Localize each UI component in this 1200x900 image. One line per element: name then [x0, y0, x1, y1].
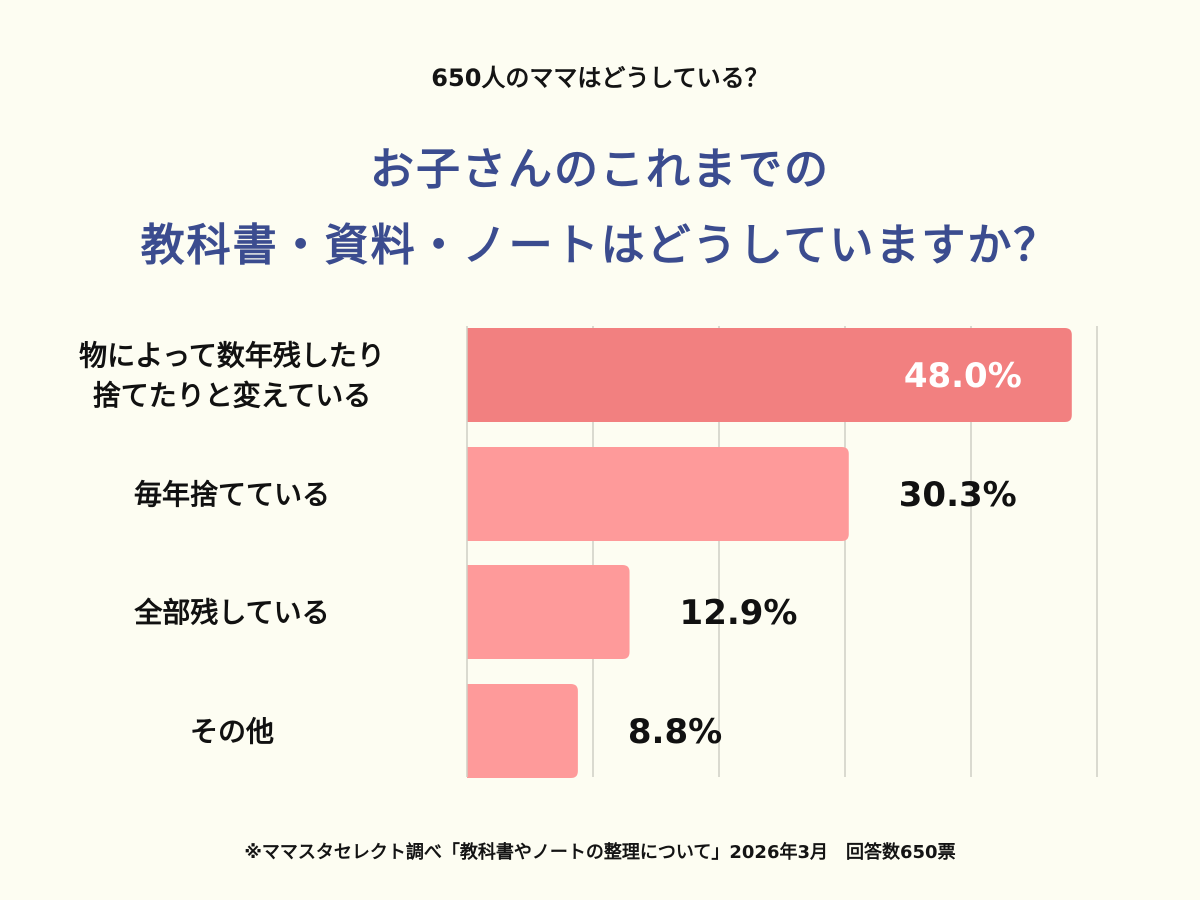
value-label: 8.8% [628, 712, 722, 752]
category-label: その他 [190, 715, 274, 748]
bar [467, 328, 1072, 422]
value-label: 30.3% [899, 475, 1017, 515]
category-label: 物によって数年残したり [79, 339, 385, 372]
chart-title-line-2: 教科書・資料・ノートはどうしていますか？ [140, 220, 1060, 271]
category-label: 毎年捨てている [134, 478, 330, 511]
bar [467, 565, 630, 659]
bar [467, 684, 578, 778]
source-footnote: ※ママスタセレクト調べ「教科書やノートの整理について」2026年3月 回答数65… [244, 842, 956, 863]
value-label: 48.0% [904, 356, 1022, 396]
category-label: 全部残している [133, 596, 329, 629]
chart-title-line-1: お子さんのこれまでの [370, 144, 830, 195]
category-label: 捨てたりと変えている [93, 379, 372, 412]
chart-subtitle: 650人のママはどうしている？ [431, 64, 769, 92]
bar [467, 447, 849, 541]
value-label: 12.9% [680, 593, 798, 633]
